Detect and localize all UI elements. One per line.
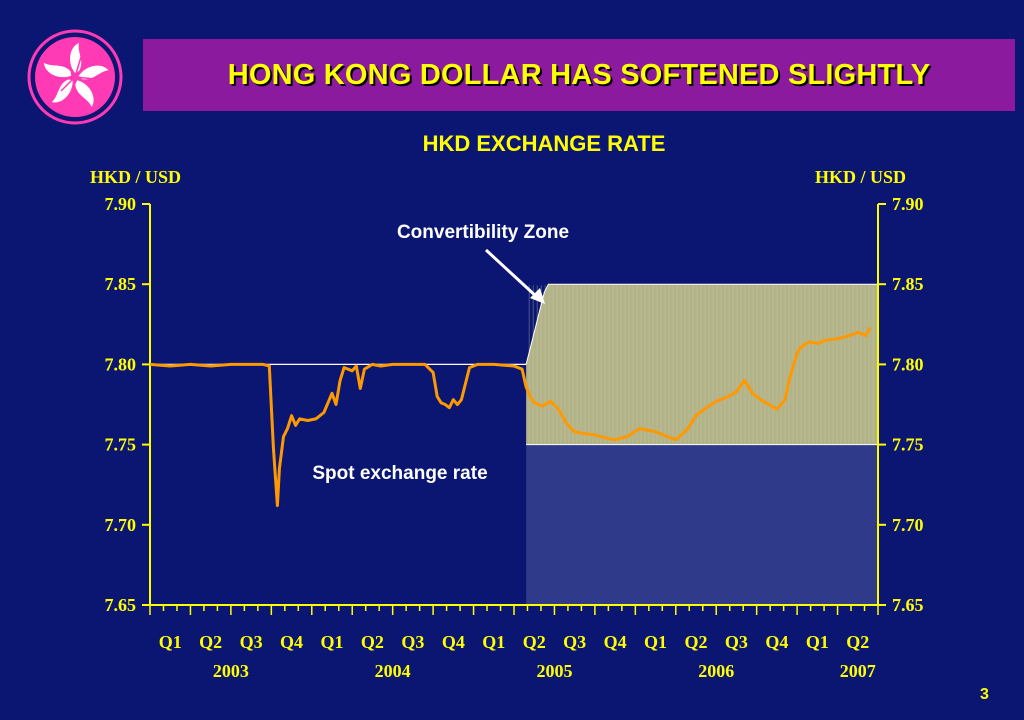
- x-quarter-label: Q3: [401, 632, 424, 652]
- x-quarter-label: Q2: [361, 632, 384, 652]
- x-year-label: 2003: [213, 661, 249, 681]
- x-quarter-label: Q4: [604, 632, 627, 652]
- x-quarter-label: Q3: [725, 632, 748, 652]
- x-quarter-label: Q4: [442, 632, 465, 652]
- y-tick-label-right: 7.75: [892, 435, 924, 455]
- y-tick-label-left: 7.80: [105, 354, 137, 374]
- y-tick-label-right: 7.90: [892, 194, 924, 214]
- y-tick-label-left: 7.85: [105, 274, 137, 294]
- x-quarter-label: Q1: [482, 632, 505, 652]
- x-quarter-label: Q4: [280, 632, 303, 652]
- y-axis-label-left: HKD / USD: [90, 167, 182, 187]
- annotation-convertibility-zone: Convertibility Zone: [397, 222, 569, 243]
- annotation-arrow-head: [530, 288, 545, 304]
- y-tick-label-left: 7.90: [105, 194, 137, 214]
- y-tick-label-left: 7.70: [105, 515, 137, 535]
- annotation-arrow: [484, 248, 540, 300]
- title-bar: HONG KONG DOLLAR HAS SOFTENED SLIGHTLY: [143, 39, 1015, 111]
- x-quarter-label: Q3: [240, 632, 263, 652]
- annotation-spot-rate: Spot exchange rate: [312, 463, 487, 484]
- x-year-label: 2006: [698, 661, 734, 681]
- slide-title: HONG KONG DOLLAR HAS SOFTENED SLIGHTLY: [227, 58, 931, 91]
- y-axis-label-right: HKD / USD: [815, 167, 907, 187]
- x-quarter-label: Q2: [199, 632, 222, 652]
- x-quarter-label: Q1: [320, 632, 343, 652]
- x-quarter-label: Q1: [644, 632, 667, 652]
- x-quarter-label: Q3: [563, 632, 586, 652]
- zone-upper-edge: [525, 283, 878, 365]
- y-tick-label-right: 7.65: [892, 595, 924, 615]
- chart-title-text: HKD EXCHANGE RATE: [422, 131, 666, 156]
- convertibility-zone-band: [526, 284, 878, 445]
- bauhinia-flower-icon: [27, 29, 123, 125]
- x-year-label: 2004: [375, 661, 411, 681]
- y-tick-label-left: 7.75: [105, 435, 137, 455]
- x-quarter-label: Q2: [523, 632, 546, 652]
- y-tick-label-right: 7.85: [892, 274, 924, 294]
- chart-title: HKD EXCHANGE RATE: [0, 131, 1024, 157]
- x-year-label: 2005: [536, 661, 572, 681]
- x-quarter-label: Q2: [846, 632, 869, 652]
- y-tick-label-left: 7.65: [105, 595, 137, 615]
- x-quarter-label: Q2: [684, 632, 707, 652]
- page-number: 3: [980, 686, 989, 703]
- x-quarter-label: Q1: [806, 632, 829, 652]
- y-tick-label-right: 7.70: [892, 515, 924, 535]
- x-quarter-label: Q4: [765, 632, 788, 652]
- spot-rate-line: [149, 326, 872, 508]
- x-quarter-label: Q1: [159, 632, 182, 652]
- x-year-label: 2007: [840, 661, 876, 681]
- y-tick-label-right: 7.80: [892, 354, 924, 374]
- zone-hatching: [528, 285, 878, 445]
- zone-lower-fill: [526, 444, 878, 605]
